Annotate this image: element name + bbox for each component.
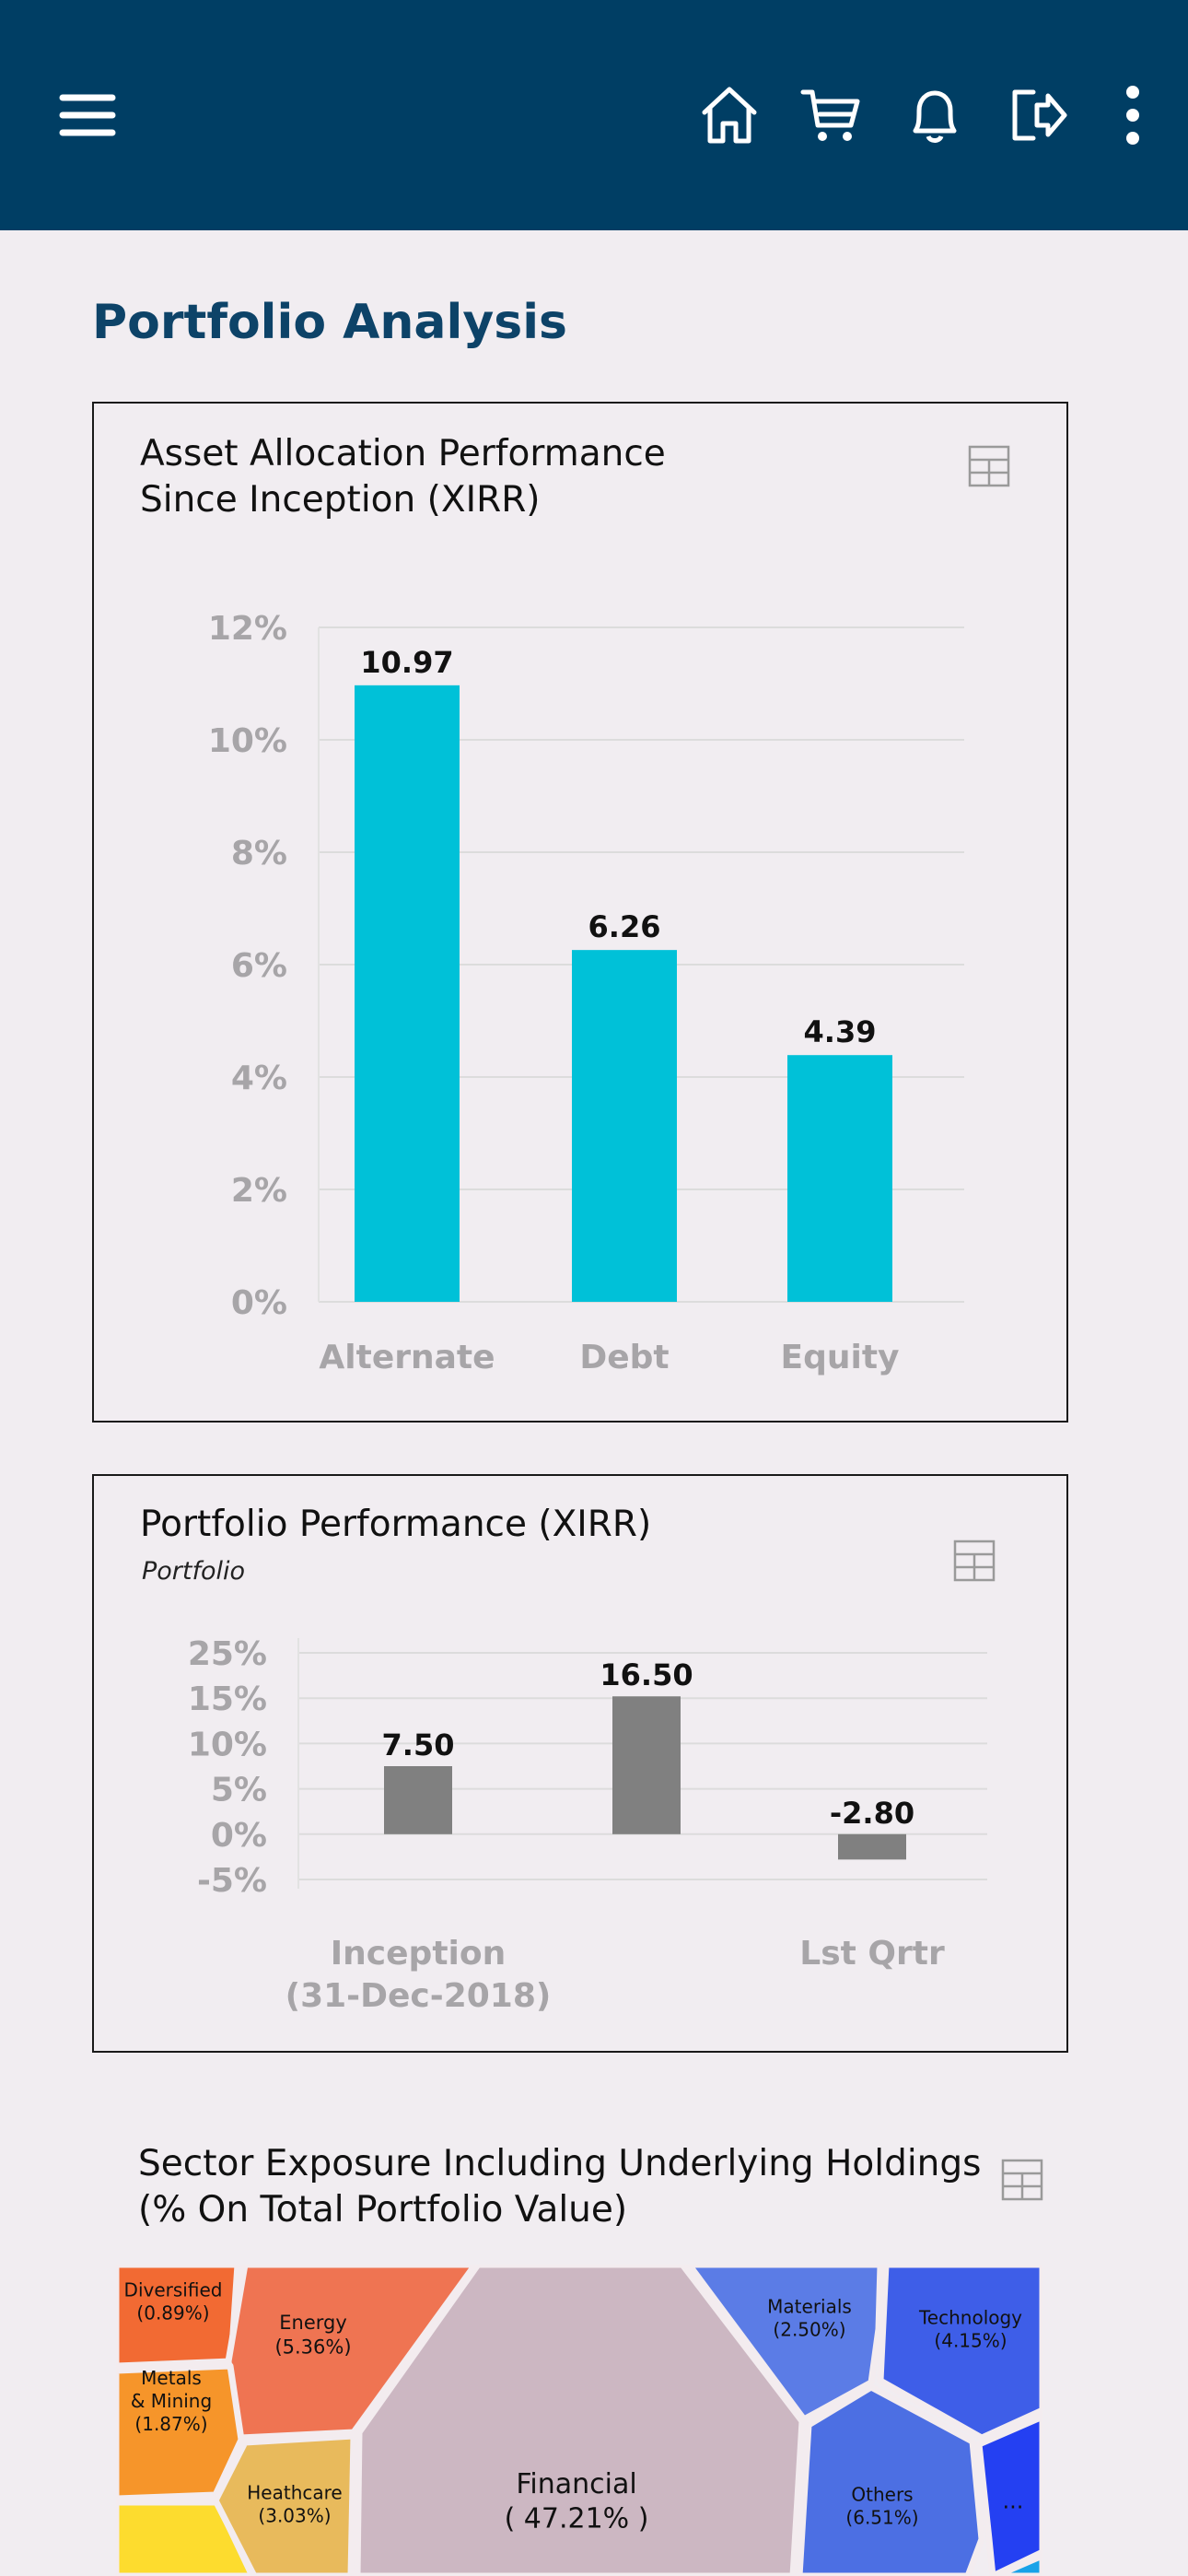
- data-label: -2.80: [830, 1796, 914, 1831]
- asset-allocation-chart: 0% 2% 4% 6% 8% 10% 12% 10.97 Alternate 6.26 Debt 4.…: [208, 610, 964, 1376]
- treemap-label: (6.51%): [845, 2507, 918, 2529]
- x-tick-label: (31-Dec-2018): [285, 1977, 552, 2015]
- y-tick-label: 8%: [231, 835, 287, 872]
- treemap-cell: [877, 2265, 1042, 2441]
- treemap-label: (4.15%): [934, 2330, 1007, 2352]
- page-title: Portfolio Analysis: [92, 295, 567, 350]
- treemap-label: Materials: [767, 2296, 852, 2318]
- hamburger-menu-icon[interactable]: [55, 83, 120, 147]
- table-icon[interactable]: [967, 444, 1011, 488]
- portfolio-performance-chart: -5% 0% 5% 10% 15% 25% 7.50 Inception (31-Dec-201…: [188, 1635, 987, 2015]
- treemap-cell: [685, 2265, 884, 2423]
- treemap-cell: [116, 2362, 245, 2502]
- treemap-label: & Mining: [131, 2390, 212, 2412]
- portfolio-performance-title: Portfolio Performance (XIRR): [140, 1504, 652, 1545]
- data-label: 10.97: [360, 645, 453, 680]
- bar: [838, 1833, 906, 1860]
- treemap-label: Heathcare: [247, 2482, 342, 2504]
- bar: [787, 1055, 892, 1302]
- y-tick-label: 10%: [188, 1726, 267, 1763]
- cart-icon[interactable]: [799, 83, 864, 147]
- treemap-label: Technology: [918, 2307, 1022, 2329]
- treemap-cell: [116, 2499, 256, 2576]
- y-tick-label: 15%: [188, 1680, 267, 1718]
- bell-icon[interactable]: [903, 83, 967, 147]
- treemap-cell: [975, 2413, 1042, 2576]
- portfolio-performance-subtitle: Portfolio: [142, 1557, 246, 1586]
- x-tick-label: Alternate: [319, 1339, 495, 1376]
- y-tick-label: 6%: [231, 947, 287, 985]
- treemap-cell: [354, 2265, 806, 2576]
- treemap-cell: [796, 2383, 985, 2576]
- treemap-label: ( 47.21% ): [505, 2502, 649, 2535]
- y-tick-label: 12%: [208, 610, 287, 648]
- treemap-label: (0.89%): [136, 2302, 209, 2324]
- x-tick-label: Lst Qrtr: [799, 1935, 945, 1973]
- treemap-label: Metals: [141, 2367, 202, 2389]
- logout-icon[interactable]: [1006, 83, 1070, 147]
- treemap-cell: [212, 2432, 357, 2576]
- data-label: 6.26: [588, 909, 661, 944]
- y-tick-label: 10%: [208, 722, 287, 760]
- treemap-label: Others: [851, 2484, 913, 2506]
- treemap-label: (1.87%): [134, 2413, 207, 2435]
- y-tick-label: 2%: [231, 1172, 287, 1210]
- treemap-label: (2.50%): [773, 2319, 845, 2341]
- sector-exposure-title: Sector Exposure Including Underlying Hol…: [138, 2141, 981, 2233]
- data-label: 16.50: [600, 1657, 693, 1692]
- treemap-label: Financial: [516, 2468, 636, 2500]
- y-tick-label: 5%: [211, 1772, 267, 1809]
- y-tick-label: 0%: [231, 1284, 287, 1322]
- y-tick-label: 0%: [211, 1817, 267, 1855]
- data-label: 4.39: [804, 1014, 877, 1049]
- portfolio-performance-card: Portfolio Performance (XIRR) Portfolio -…: [92, 1474, 1068, 2053]
- home-icon[interactable]: [697, 83, 762, 147]
- table-icon[interactable]: [1000, 2158, 1044, 2202]
- top-app-bar: [0, 0, 1188, 230]
- y-tick-label: -5%: [197, 1862, 267, 1900]
- sector-treemap: Diversified (0.89%) Energy (5.36%) Metals & M…: [116, 2265, 1042, 2576]
- sector-exposure-title-line2: (% On Total Portfolio Value): [138, 2189, 628, 2231]
- x-tick-label: Inception: [331, 1935, 506, 1973]
- sector-exposure-title-line1: Sector Exposure Including Underlying Hol…: [138, 2143, 982, 2184]
- asset-allocation-title-line1: Asset Allocation Performance: [140, 433, 666, 474]
- bar: [612, 1696, 681, 1834]
- bar: [572, 950, 677, 1302]
- treemap-cell: [225, 2265, 479, 2441]
- asset-allocation-title: Asset Allocation Performance Since Incep…: [140, 431, 666, 523]
- x-tick-label: Equity: [780, 1339, 899, 1376]
- bar: [355, 685, 460, 1302]
- treemap-label: (3.03%): [258, 2505, 331, 2527]
- y-tick-label: 25%: [188, 1635, 267, 1673]
- treemap-label: Diversified: [124, 2279, 223, 2301]
- data-label: 7.50: [382, 1727, 455, 1762]
- table-icon[interactable]: [952, 1539, 996, 1583]
- asset-allocation-card: Asset Allocation Performance Since Incep…: [92, 402, 1068, 1423]
- y-tick-label: 4%: [231, 1060, 287, 1097]
- more-vertical-icon[interactable]: [1101, 83, 1165, 147]
- x-tick-label: Debt: [579, 1339, 669, 1376]
- treemap-label: Energy: [279, 2312, 347, 2334]
- bar: [384, 1766, 452, 1834]
- asset-allocation-title-line2: Since Inception (XIRR): [140, 479, 541, 521]
- treemap-label: ...: [1003, 2488, 1024, 2513]
- treemap-label: (5.36%): [274, 2336, 351, 2358]
